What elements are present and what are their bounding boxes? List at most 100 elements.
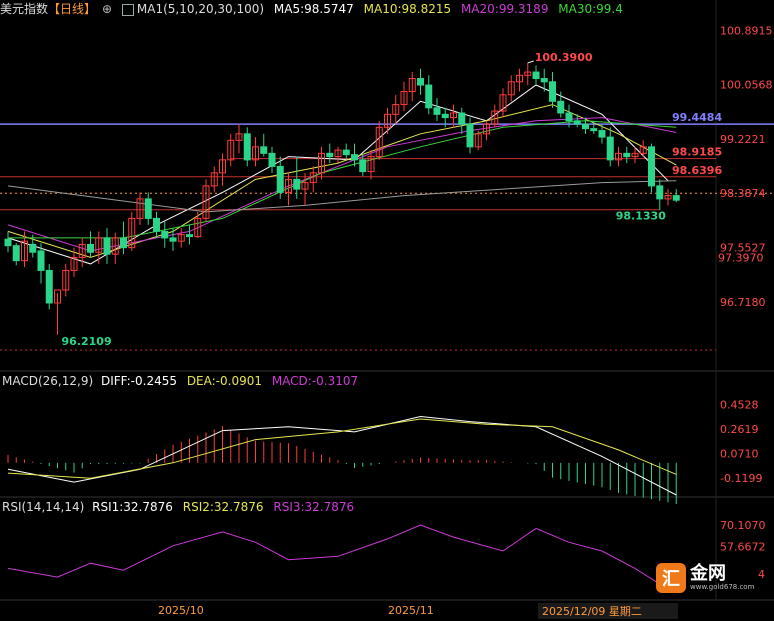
high-marker [527,60,534,64]
candle-down [532,71,540,80]
candle-up [78,243,86,258]
rsi-tick-label: 4 [758,568,765,581]
candle-up [375,126,383,158]
candle-down [441,113,449,119]
macd-tick-label: -0.1199 [720,472,762,485]
candle-down [582,123,589,130]
candle-up [194,217,202,238]
candle-up [252,146,259,161]
candle-down [326,152,334,158]
recent-low-label: 98.1330 [616,210,666,223]
candle-down [672,195,680,201]
candle-up [177,234,185,242]
candle-down [243,133,251,161]
last-price-label: 97.3970 [718,252,764,265]
ma-params: MA1(5,10,20,30,100) [136,2,265,16]
candle-down [153,217,160,232]
candle-down [120,237,127,249]
candle-down [433,107,441,115]
candle-down [45,269,53,304]
candle-up [507,81,515,96]
candle-up [210,172,218,187]
macd-legend: MACD(26,12,9) DIFF:-0.2455 DEA:-0.0901 M… [2,373,364,389]
candle-up [21,240,28,262]
candle-up [111,237,119,255]
rsi-params: RSI(14,14,14) [2,500,85,514]
candle-down [260,146,268,154]
candle-down [557,100,565,114]
candle-up [631,152,639,158]
candle-up [285,178,292,193]
candle-down [458,112,466,125]
rsi2-value: RSI2:32.7876 [182,500,264,514]
candle-up [301,182,309,190]
candle-up [491,110,499,125]
ma5-value: MA5:98.5747 [273,2,354,16]
price-tick-label: 97.5527 [720,241,766,254]
rsi3-value: RSI3:32.7876 [273,500,355,514]
candle-down [598,130,606,138]
candle-down [12,245,20,262]
level-value-label: 98.6396 [672,164,722,177]
zoom-in-icon[interactable]: ⊕ [102,2,113,16]
candle-down [466,123,474,148]
candle-up [516,74,523,83]
macd-value: MACD:-0.3107 [271,374,359,388]
cursor-date-label: 2025/12/09 星期二 [542,605,642,618]
period-selector[interactable]: 【日线】 [48,2,97,16]
rsi-tick-label: 70.1070 [720,519,766,532]
ma100-line [7,180,677,213]
macd-tick-label: 0.2619 [720,423,759,436]
watermark-logo: 汇 [656,563,686,593]
candle-up [384,113,391,128]
candle-up [334,149,342,158]
candle-up [136,198,144,219]
candle-up [70,256,78,271]
price-tick-label: 100.0568 [720,79,773,92]
candle-down [425,84,433,109]
ma20-value: MA20:99.3189 [460,2,549,16]
candle-up [524,71,532,76]
candle-down [4,238,12,247]
candle-down [268,152,276,167]
price-tick-label: 98.3874 [720,187,766,200]
candle-up [499,94,507,112]
rsi-legend: RSI(14,14,14) RSI1:32.7876 RSI2:32.7876 … [2,499,360,515]
candle-up [219,159,226,174]
macd-diff-value: DIFF:-0.2455 [100,374,177,388]
macd-tick-label: 0.0710 [720,448,759,461]
candle-down [169,237,177,242]
main-legend: 美元指数【日线】 ⊕ MA1(5,10,20,30,100) MA5:98.574… [0,1,629,17]
candle-down [186,234,193,238]
high-value-label: 100.3900 [535,51,593,64]
candle-down [417,78,424,86]
macd-tick-label: 0.4528 [720,399,759,412]
macd-diff-line [7,415,677,496]
candle-down [342,149,350,156]
candle-down [276,165,284,193]
hline-value-label: 99.4484 [672,111,722,124]
candle-down [573,120,581,125]
candle-up [95,237,103,253]
candle-up [400,91,408,106]
candle-up [128,217,136,249]
candle-up [483,123,490,135]
candle-up [474,133,482,148]
ma10-value: MA10:98.8215 [363,2,452,16]
candle-down [565,112,573,122]
symbol-name[interactable]: 美元指数 [0,2,49,16]
candle-down [103,237,111,255]
candle-up [615,152,622,161]
time-axis-label: 2025/11 [388,604,434,617]
candle-down [590,128,598,132]
candle-down [623,152,631,158]
candle-down [359,159,367,173]
level-value-label: 98.9185 [672,146,722,159]
candle-down [144,198,152,219]
price-tick-label: 99.2221 [720,133,766,146]
ma-toggle-icon[interactable] [121,3,134,16]
rsi-tick-label: 57.6672 [720,540,766,553]
candle-down [29,243,37,253]
rsi-line [7,524,677,590]
